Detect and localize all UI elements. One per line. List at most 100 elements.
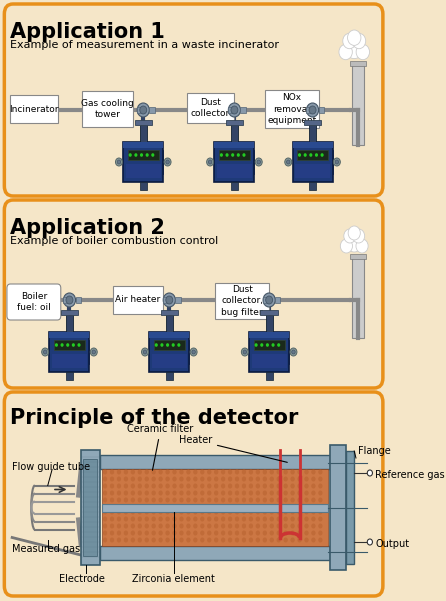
Circle shape <box>172 483 177 489</box>
Circle shape <box>138 516 142 522</box>
Bar <box>52 354 87 368</box>
Circle shape <box>235 469 239 475</box>
Circle shape <box>304 537 309 543</box>
Circle shape <box>335 160 339 164</box>
Circle shape <box>128 153 132 157</box>
Bar <box>275 297 281 303</box>
Circle shape <box>269 510 274 514</box>
Circle shape <box>277 477 281 481</box>
Circle shape <box>192 350 195 354</box>
Circle shape <box>256 523 260 528</box>
Circle shape <box>221 537 225 543</box>
Circle shape <box>311 477 316 481</box>
Bar <box>226 120 243 125</box>
Circle shape <box>304 498 309 502</box>
Circle shape <box>214 516 219 522</box>
Circle shape <box>242 490 246 495</box>
Circle shape <box>249 498 253 502</box>
Circle shape <box>200 537 204 543</box>
Circle shape <box>298 153 301 157</box>
Text: Application 2: Application 2 <box>10 218 165 238</box>
Circle shape <box>235 477 239 481</box>
FancyBboxPatch shape <box>4 200 383 388</box>
Bar <box>149 332 189 372</box>
Circle shape <box>214 498 219 502</box>
Circle shape <box>131 531 135 535</box>
Circle shape <box>163 293 175 307</box>
Circle shape <box>110 510 114 514</box>
Circle shape <box>110 516 114 522</box>
Circle shape <box>231 153 234 157</box>
Circle shape <box>304 510 309 514</box>
Bar <box>152 354 187 368</box>
Circle shape <box>152 510 156 514</box>
Circle shape <box>284 469 288 475</box>
Circle shape <box>117 477 121 481</box>
Circle shape <box>306 103 318 117</box>
Circle shape <box>158 477 163 481</box>
Circle shape <box>284 537 288 543</box>
Circle shape <box>269 490 274 495</box>
Circle shape <box>214 510 219 514</box>
Circle shape <box>158 469 163 475</box>
Bar <box>215 283 269 319</box>
Bar <box>175 297 181 303</box>
Bar <box>128 150 159 160</box>
Bar <box>166 312 173 334</box>
Circle shape <box>242 483 246 489</box>
Circle shape <box>297 469 301 475</box>
Circle shape <box>352 33 366 49</box>
Bar <box>81 450 100 565</box>
Circle shape <box>179 477 184 481</box>
Text: Dust
collector,
bug filter: Dust collector, bug filter <box>221 285 263 317</box>
Bar <box>309 122 316 144</box>
Circle shape <box>172 498 177 502</box>
Circle shape <box>103 490 107 495</box>
Circle shape <box>284 477 288 481</box>
Circle shape <box>124 510 128 514</box>
Circle shape <box>145 490 149 495</box>
Circle shape <box>138 477 142 481</box>
Bar <box>161 150 163 174</box>
Bar <box>263 297 268 303</box>
Text: Example of boiler combustion control: Example of boiler combustion control <box>10 236 219 246</box>
Circle shape <box>272 343 275 347</box>
Circle shape <box>179 498 184 502</box>
Circle shape <box>285 158 292 166</box>
Bar <box>215 142 254 182</box>
Circle shape <box>242 510 246 514</box>
Circle shape <box>297 510 301 514</box>
Bar <box>265 90 318 128</box>
Circle shape <box>214 483 219 489</box>
Circle shape <box>103 523 107 528</box>
Circle shape <box>172 469 177 475</box>
Circle shape <box>172 477 177 481</box>
Bar <box>61 310 78 315</box>
Circle shape <box>172 510 177 514</box>
Circle shape <box>193 469 198 475</box>
Circle shape <box>284 483 288 489</box>
Bar <box>286 340 289 364</box>
Circle shape <box>286 160 290 164</box>
Circle shape <box>311 498 316 502</box>
Bar <box>161 310 178 315</box>
Circle shape <box>290 537 295 543</box>
Circle shape <box>241 348 248 356</box>
Circle shape <box>277 523 281 528</box>
Circle shape <box>145 537 149 543</box>
Circle shape <box>172 537 177 543</box>
Circle shape <box>263 469 267 475</box>
Circle shape <box>131 483 135 489</box>
Circle shape <box>186 498 190 502</box>
Circle shape <box>117 483 121 489</box>
Circle shape <box>117 510 121 514</box>
Circle shape <box>221 523 225 528</box>
Circle shape <box>242 477 246 481</box>
Circle shape <box>172 523 177 528</box>
Text: Gas cooling
tower: Gas cooling tower <box>81 99 134 119</box>
Circle shape <box>277 531 281 535</box>
Circle shape <box>263 477 267 481</box>
Circle shape <box>235 531 239 535</box>
Bar <box>54 340 85 350</box>
Bar <box>187 93 235 123</box>
